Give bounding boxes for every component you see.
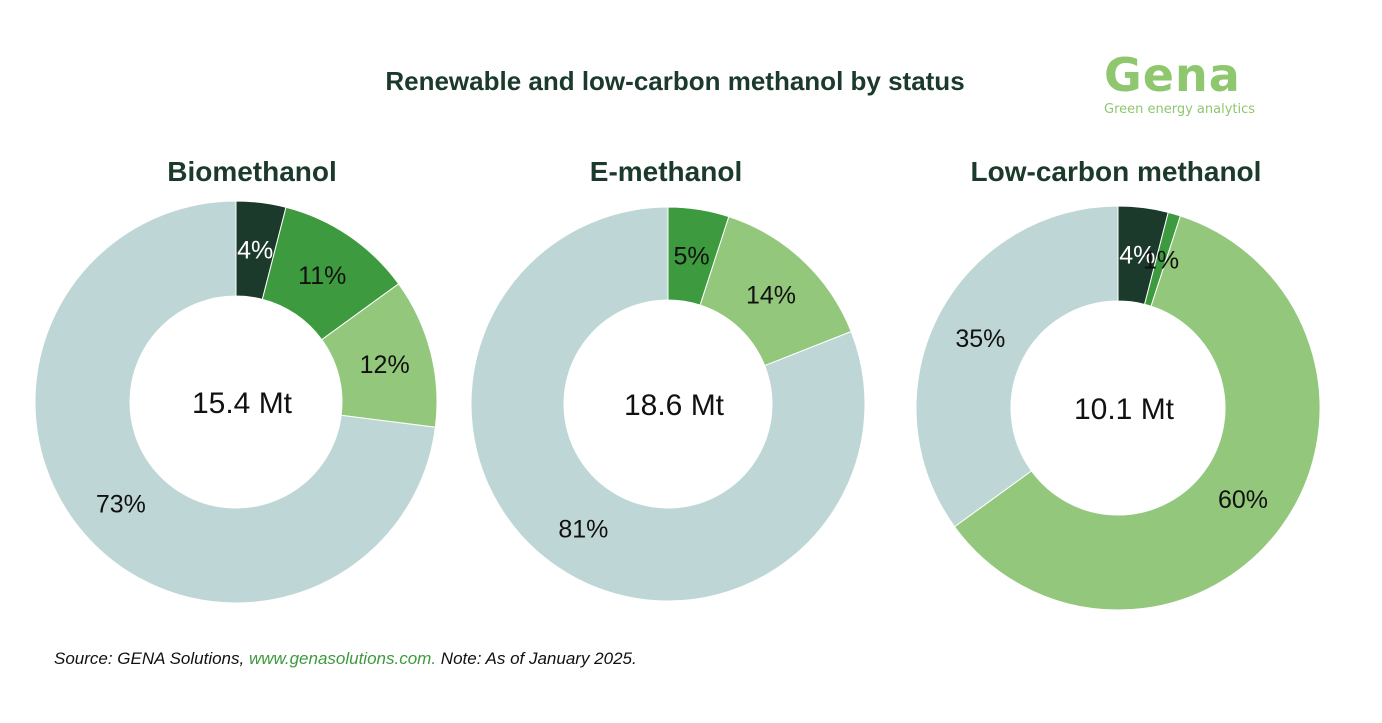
slice-label: 81% — [558, 515, 608, 543]
slice-label: 12% — [360, 351, 410, 379]
note-text: Note: As of January 2025. — [436, 649, 637, 668]
donut-low-carbon-methanol: 4%1% 60% 35% 10.1 Mt — [915, 205, 1321, 611]
slice-label: 60% — [1218, 486, 1268, 514]
source-note: Source: GENA Solutions, www.genasolution… — [54, 649, 637, 669]
donut-biomethanol: 4% 11% 12% 73% 15.4 Mt — [34, 200, 438, 604]
logo-tagline: Green energy analytics — [1104, 102, 1256, 117]
slice-label: 11% — [298, 262, 346, 290]
slice-label: 4% — [1119, 242, 1155, 270]
donut-center-total: 18.6 Mt — [624, 389, 725, 422]
chart-title-low-carbon-methanol: Low-carbon methanol — [970, 156, 1262, 187]
page-title: Renewable and low-carbon methanol by sta… — [385, 66, 965, 96]
slice-label: 5% — [673, 242, 709, 270]
gena-logo: Gena Green energy analytics — [1104, 52, 1274, 117]
source-link[interactable]: www.genasolutions.com. — [248, 649, 437, 668]
chart-title-e-methanol: E-methanol — [589, 156, 743, 187]
donut-e-methanol: 5% 14% 81% 18.6 Mt — [470, 206, 866, 602]
slice-label: 73% — [96, 491, 146, 519]
donut-slice — [915, 205, 1119, 528]
slice-label: 1% — [1143, 247, 1179, 275]
logo-wordmark: Gena — [1104, 48, 1241, 102]
donut-slice — [34, 200, 436, 604]
chart-title-biomethanol: Biomethanol — [167, 156, 337, 187]
donut-slice — [953, 215, 1321, 611]
source-prefix: Source: GENA Solutions, — [54, 649, 249, 668]
slice-label: 14% — [746, 281, 796, 309]
donut-center-total: 15.4 Mt — [192, 387, 293, 420]
donut-center-total: 10.1 Mt — [1074, 393, 1175, 426]
slice-label: 35% — [955, 325, 1005, 353]
donut-slice — [470, 206, 866, 602]
slice-label: 4% — [237, 237, 273, 265]
